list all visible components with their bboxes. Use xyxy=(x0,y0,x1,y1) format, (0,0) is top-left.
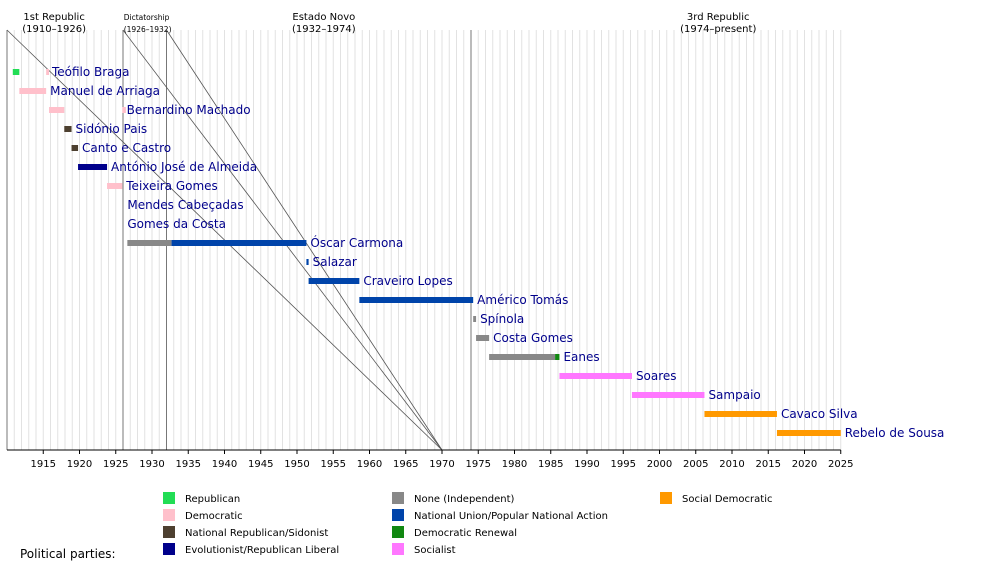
term-bar xyxy=(776,430,841,436)
bar-layer xyxy=(12,69,841,436)
legend-swatch xyxy=(660,492,672,504)
legend-swatch xyxy=(392,509,404,521)
x-tick-label: 2015 xyxy=(756,459,781,470)
era-title: Estado Novo xyxy=(292,12,355,23)
term-bar xyxy=(489,354,556,360)
x-tick-label: 2025 xyxy=(828,459,853,470)
legend-label: Socialist xyxy=(414,545,456,556)
era-title: 1st Republic xyxy=(23,12,84,23)
x-tick-label: 2020 xyxy=(792,459,817,470)
era-title: 3rd Republic xyxy=(687,12,750,23)
president-name-label: Soares xyxy=(636,369,677,383)
x-tick-label: 1935 xyxy=(176,459,201,470)
president-name-label: Bernardino Machado xyxy=(127,103,251,117)
president-name-label: Óscar Carmona xyxy=(310,235,403,250)
term-bar xyxy=(171,240,307,246)
x-tick-label: 1985 xyxy=(538,459,563,470)
x-tick-label: 1955 xyxy=(321,459,346,470)
legend-swatch xyxy=(392,526,404,538)
president-name-label: Eanes xyxy=(563,350,599,364)
president-name-label: António José de Almeida xyxy=(111,160,257,174)
president-name-label: Teófilo Braga xyxy=(51,65,130,79)
president-name-label: Gomes da Costa xyxy=(127,217,226,231)
x-tick-label: 1995 xyxy=(611,459,636,470)
president-name-label: Rebelo de Sousa xyxy=(845,426,945,440)
legend-layer: Republican Democratic National Republican/… xyxy=(20,492,772,561)
legend-heading: Political parties: xyxy=(20,547,116,561)
x-tick-label: 2005 xyxy=(683,459,708,470)
x-tick-label: 2000 xyxy=(647,459,672,470)
x-tick-label: 1915 xyxy=(31,459,56,470)
x-tick-label: 1925 xyxy=(103,459,128,470)
term-bar xyxy=(49,107,65,113)
legend-label: National Republican/Sidonist xyxy=(185,528,328,539)
x-tick-label: 1950 xyxy=(284,459,309,470)
legend-label: None (Independent) xyxy=(414,494,515,505)
legend-label: Social Democratic xyxy=(682,494,772,505)
era-range: (1932–1974) xyxy=(292,24,356,35)
legend-label: National Union/Popular National Action xyxy=(414,511,608,522)
legend-label: Democratic xyxy=(185,511,243,522)
term-bar xyxy=(122,107,126,113)
label-layer: Teófilo Braga Manuel de Arriaga Bernardino… xyxy=(50,65,944,440)
term-bar xyxy=(46,69,50,75)
x-tick-label: 1940 xyxy=(212,459,237,470)
legend-swatch xyxy=(163,509,175,521)
term-bar xyxy=(473,316,477,322)
x-tick-label: 1975 xyxy=(466,459,491,470)
x-tick-label: 1960 xyxy=(357,459,382,470)
era-range: (1974–present) xyxy=(680,24,756,35)
era-range: (1910–1926) xyxy=(22,24,86,35)
president-name-label: Américo Tomás xyxy=(477,293,568,307)
term-bar xyxy=(127,240,172,246)
term-bar xyxy=(308,278,360,284)
legend-swatch xyxy=(163,526,175,538)
president-name-label: Spínola xyxy=(480,312,524,326)
president-name-label: Sampaio xyxy=(708,388,760,402)
term-bar xyxy=(306,259,309,265)
president-name-label: Manuel de Arriaga xyxy=(50,84,160,98)
term-bar xyxy=(704,411,777,417)
legend-swatch xyxy=(163,543,175,555)
president-name-label: Mendes Cabeçadas xyxy=(127,198,243,212)
era-title: Dictatorship xyxy=(124,13,170,22)
legend-label: Evolutionist/Republican Liberal xyxy=(185,545,339,556)
x-tick-label: 1930 xyxy=(139,459,164,470)
x-tick-label: 2010 xyxy=(719,459,744,470)
era-range: (1926–1932) xyxy=(124,25,172,34)
president-name-label: Costa Gomes xyxy=(493,331,573,345)
legend-swatch xyxy=(392,492,404,504)
legend-swatch xyxy=(392,543,404,555)
president-name-label: Craveiro Lopes xyxy=(363,274,452,288)
axis-layer: 1915 1920 1925 1930 1935 1940 1945 1950 1955 1960… xyxy=(7,449,853,470)
x-tick-label: 1980 xyxy=(502,459,527,470)
term-bar xyxy=(107,183,123,189)
x-tick-label: 1920 xyxy=(67,459,92,470)
legend-label: Republican xyxy=(185,494,240,505)
term-bar xyxy=(631,392,705,398)
term-bar xyxy=(559,373,632,379)
legend-swatch xyxy=(163,492,175,504)
president-name-label: Cavaco Silva xyxy=(781,407,858,421)
legend-label: Democratic Renewal xyxy=(414,528,517,539)
president-name-label: Teixeira Gomes xyxy=(125,179,218,193)
term-bar xyxy=(19,88,47,94)
term-bar xyxy=(12,69,20,75)
x-tick-label: 1945 xyxy=(248,459,273,470)
x-tick-label: 1970 xyxy=(429,459,454,470)
term-bar xyxy=(71,145,79,151)
term-bar xyxy=(64,126,72,132)
x-tick-label: 1965 xyxy=(393,459,418,470)
term-bar xyxy=(555,354,560,360)
term-bar xyxy=(476,335,490,341)
term-bar xyxy=(359,297,474,303)
x-tick-label: 1990 xyxy=(574,459,599,470)
president-name-label: Canto e Castro xyxy=(82,141,171,155)
term-bar xyxy=(78,164,108,170)
president-name-label: Salazar xyxy=(313,255,357,269)
president-name-label: Sidónio Pais xyxy=(76,122,148,136)
